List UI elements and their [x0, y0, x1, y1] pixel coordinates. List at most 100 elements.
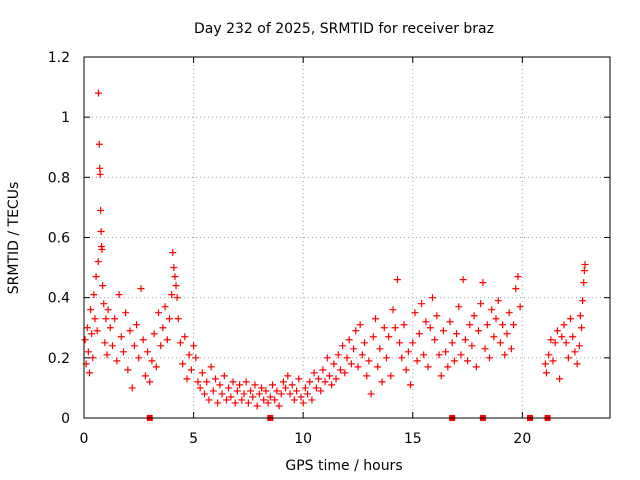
data-point — [581, 261, 589, 269]
data-point — [96, 164, 104, 172]
data-point — [196, 384, 204, 392]
data-point — [472, 363, 480, 371]
data-point — [301, 384, 309, 392]
data-point — [514, 273, 522, 281]
data-point — [553, 327, 561, 335]
data-point — [345, 336, 353, 344]
data-point — [510, 321, 518, 329]
data-point — [84, 348, 92, 356]
data-point — [229, 378, 237, 386]
data-point — [542, 369, 550, 377]
data-point — [240, 390, 248, 398]
data-point — [433, 312, 441, 320]
data-point — [91, 315, 99, 323]
data-point — [238, 396, 246, 404]
data-point — [315, 375, 323, 383]
data-point — [88, 330, 96, 338]
data-point — [466, 321, 474, 329]
y-tick-label: 1 — [61, 110, 70, 126]
data-point — [277, 390, 285, 398]
data-point — [459, 276, 467, 284]
data-point — [376, 345, 384, 353]
data-point — [94, 89, 102, 97]
data-point — [415, 330, 423, 338]
data-point — [507, 345, 515, 353]
data-point — [264, 399, 272, 407]
data-point — [404, 348, 412, 356]
data-point — [304, 390, 312, 398]
data-point — [418, 300, 426, 308]
data-point — [157, 342, 165, 350]
data-point — [233, 387, 241, 395]
data-point — [242, 378, 250, 386]
data-point — [420, 351, 428, 359]
data-point — [128, 384, 136, 392]
data-point — [201, 390, 209, 398]
data-point — [284, 372, 292, 380]
data-point — [293, 387, 301, 395]
data-point — [437, 372, 445, 380]
data-point — [547, 336, 555, 344]
data-point — [306, 378, 314, 386]
data-point — [332, 375, 340, 383]
data-point — [150, 330, 158, 338]
data-point — [477, 300, 485, 308]
data-point — [374, 363, 382, 371]
data-point — [275, 402, 283, 410]
data-point — [135, 354, 143, 362]
data-point — [290, 396, 298, 404]
data-point — [295, 375, 303, 383]
data-point — [185, 351, 193, 359]
data-point — [152, 363, 160, 371]
data-point — [439, 327, 447, 335]
data-point — [446, 318, 454, 326]
data-point — [247, 387, 255, 395]
data-point — [146, 378, 154, 386]
data-point — [325, 372, 333, 380]
data-point — [227, 393, 235, 401]
data-point — [255, 390, 263, 398]
plot-frame — [83, 56, 611, 419]
data-point — [580, 279, 588, 287]
data-point — [409, 339, 417, 347]
data-point — [173, 294, 181, 302]
data-point — [198, 369, 206, 377]
data-point — [558, 333, 566, 341]
data-point — [387, 372, 395, 380]
data-point — [282, 384, 290, 392]
data-point — [545, 351, 553, 359]
data-point — [442, 348, 450, 356]
data-point — [494, 297, 502, 305]
data-point — [231, 399, 239, 407]
data-point — [260, 396, 268, 404]
data-point — [209, 387, 217, 395]
data-point — [378, 378, 386, 386]
data-point — [192, 354, 200, 362]
x-tick-label: 15 — [404, 431, 422, 447]
data-point — [339, 342, 347, 350]
data-point — [81, 336, 89, 344]
data-point — [455, 303, 463, 311]
data-point — [312, 384, 320, 392]
data-point — [450, 357, 458, 365]
data-point — [317, 387, 325, 395]
data-point — [97, 206, 105, 214]
data-point — [155, 309, 163, 317]
data-point — [83, 324, 91, 332]
data-point — [183, 375, 191, 383]
data-point — [363, 372, 371, 380]
data-point — [541, 360, 549, 368]
tick-labels: 0 0.2 0.4 0.6 0.8 1 1.2 0 5 10 15 20 — [48, 50, 532, 447]
data-point — [139, 336, 147, 344]
data-point — [115, 291, 123, 299]
data-point — [496, 339, 504, 347]
data-point — [358, 351, 366, 359]
data-point — [321, 378, 329, 386]
y-tick-label: 0.2 — [48, 351, 70, 367]
data-point — [126, 327, 134, 335]
data-point — [424, 363, 432, 371]
data-point — [288, 381, 296, 389]
data-point — [92, 273, 100, 281]
data-point — [354, 363, 362, 371]
data-point — [148, 357, 156, 365]
